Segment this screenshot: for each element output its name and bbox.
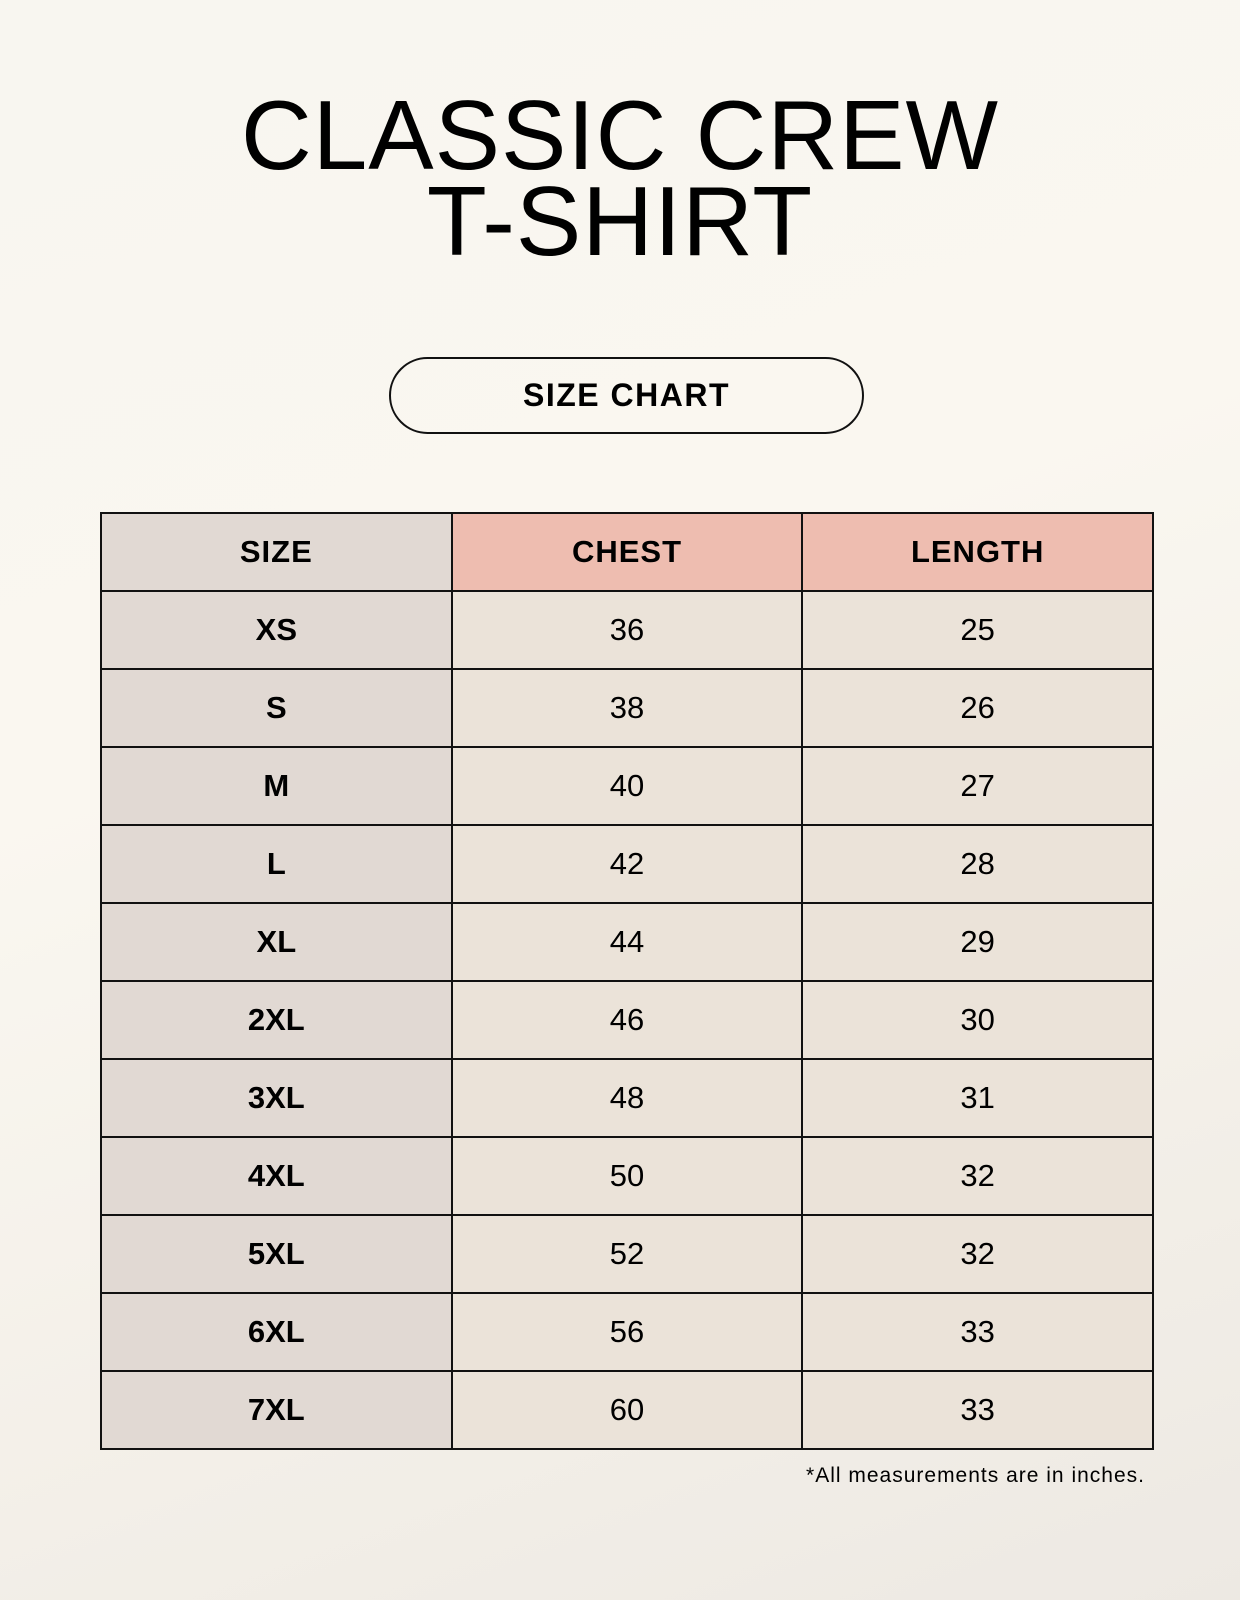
size-table: SIZE CHEST LENGTH XS 36 25 S 38 26 M 40 27 L 42 28 X… — [100, 512, 1154, 1450]
size-chart-badge: SIZE CHART — [389, 357, 864, 434]
size-cell: 5XL — [100, 1214, 453, 1294]
size-cell: 2XL — [100, 980, 453, 1060]
length-cell: 25 — [801, 590, 1154, 670]
chest-cell: 42 — [450, 824, 804, 904]
chest-cell: 40 — [450, 746, 804, 826]
footnote: *All measurements are in inches. — [806, 1464, 1145, 1487]
title-line-2: T-SHIRT — [426, 166, 814, 276]
chest-cell: 56 — [450, 1292, 804, 1372]
table-row: XS 36 25 — [100, 590, 1154, 670]
length-cell: 27 — [801, 746, 1154, 826]
size-cell: M — [100, 746, 453, 826]
header-chest: CHEST — [450, 512, 804, 592]
header-length: LENGTH — [801, 512, 1154, 592]
table-row: L 42 28 — [100, 824, 1154, 904]
title-line-1: CLASSIC CREW — [240, 80, 999, 190]
length-cell: 28 — [801, 824, 1154, 904]
table-row: 2XL 46 30 — [100, 980, 1154, 1060]
chest-cell: 48 — [450, 1058, 804, 1138]
table-row: S 38 26 — [100, 668, 1154, 748]
length-cell: 32 — [801, 1214, 1154, 1294]
chest-cell: 50 — [450, 1136, 804, 1216]
table-row: 4XL 50 32 — [100, 1136, 1154, 1216]
length-cell: 33 — [801, 1292, 1154, 1372]
chest-cell: 44 — [450, 902, 804, 982]
chest-cell: 52 — [450, 1214, 804, 1294]
page-title: CLASSIC CREW T-SHIRT — [0, 80, 1240, 276]
table-header-row: SIZE CHEST LENGTH — [100, 512, 1154, 592]
chest-cell: 60 — [450, 1370, 804, 1450]
size-cell: L — [100, 824, 453, 904]
size-cell: 4XL — [100, 1136, 453, 1216]
table-row: 6XL 56 33 — [100, 1292, 1154, 1372]
size-cell: XL — [100, 902, 453, 982]
chest-cell: 36 — [450, 590, 804, 670]
length-cell: 29 — [801, 902, 1154, 982]
size-cell: 7XL — [100, 1370, 453, 1450]
table-row: XL 44 29 — [100, 902, 1154, 982]
header-size: SIZE — [100, 512, 453, 592]
length-cell: 30 — [801, 980, 1154, 1060]
size-cell: 3XL — [100, 1058, 453, 1138]
table-row: M 40 27 — [100, 746, 1154, 826]
chest-cell: 38 — [450, 668, 804, 748]
table-row: 3XL 48 31 — [100, 1058, 1154, 1138]
table-row: 7XL 60 33 — [100, 1370, 1154, 1450]
length-cell: 32 — [801, 1136, 1154, 1216]
size-cell: S — [100, 668, 453, 748]
length-cell: 31 — [801, 1058, 1154, 1138]
length-cell: 33 — [801, 1370, 1154, 1450]
chest-cell: 46 — [450, 980, 804, 1060]
length-cell: 26 — [801, 668, 1154, 748]
size-cell: XS — [100, 590, 453, 670]
table-row: 5XL 52 32 — [100, 1214, 1154, 1294]
size-cell: 6XL — [100, 1292, 453, 1372]
